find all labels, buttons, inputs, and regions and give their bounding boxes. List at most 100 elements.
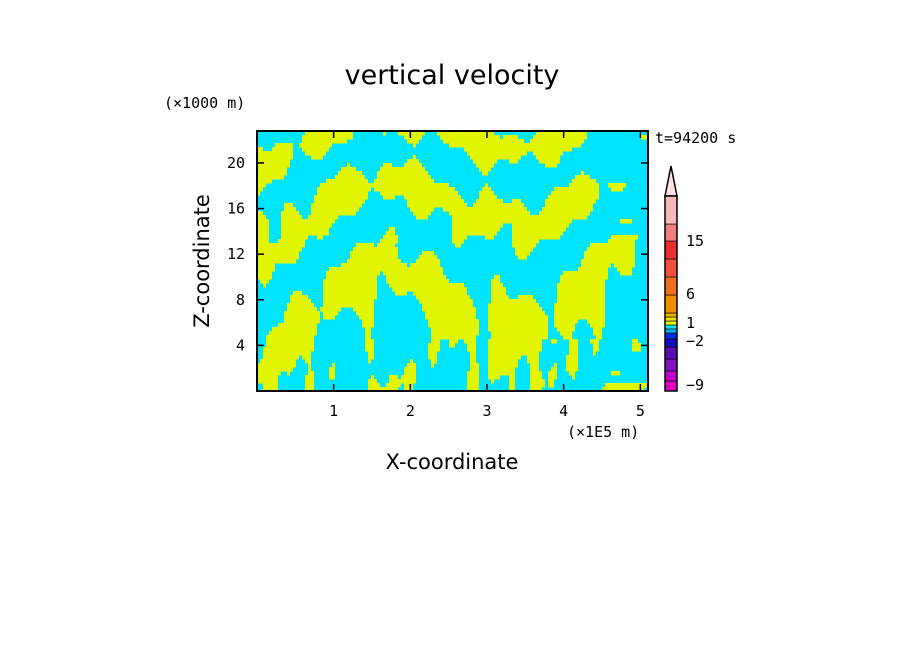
- positive-velocity-region: [323, 315, 335, 320]
- positive-velocity-region: [308, 363, 311, 368]
- positive-velocity-region: [359, 315, 374, 320]
- positive-velocity-region: [473, 203, 524, 208]
- positive-velocity-region: [383, 163, 392, 168]
- positive-velocity-region: [491, 335, 548, 340]
- positive-velocity-region: [311, 207, 359, 212]
- positive-velocity-region: [479, 167, 491, 172]
- positive-velocity-region: [347, 163, 350, 168]
- positive-velocity-region: [302, 147, 329, 152]
- positive-velocity-region: [431, 359, 437, 364]
- positive-velocity-region: [326, 271, 380, 276]
- colorbar-frame: [664, 195, 678, 392]
- positive-velocity-region: [314, 199, 365, 204]
- positive-velocity-region: [302, 139, 347, 144]
- positive-velocity-region: [608, 183, 626, 188]
- positive-velocity-region: [512, 223, 569, 228]
- positive-velocity-region: [302, 135, 353, 140]
- positive-velocity-region: [311, 155, 323, 160]
- positive-velocity-region: [266, 339, 314, 344]
- positive-velocity-region: [407, 139, 419, 144]
- positive-velocity-region: [407, 363, 416, 368]
- colorbar-level: [664, 358, 678, 372]
- positive-velocity-region: [278, 323, 317, 328]
- positive-velocity-region: [554, 303, 605, 308]
- positive-velocity-region: [491, 379, 494, 384]
- positive-velocity-region: [368, 379, 377, 384]
- positive-velocity-region: [407, 159, 419, 164]
- positive-velocity-region: [428, 319, 479, 324]
- positive-velocity-region: [530, 371, 542, 376]
- positive-velocity-region: [389, 375, 398, 380]
- colorbar-level: [664, 294, 678, 314]
- colorbar-level: [664, 320, 678, 326]
- positive-velocity-region: [386, 383, 401, 388]
- positive-velocity-region: [401, 375, 416, 380]
- positive-velocity-region: [323, 291, 377, 296]
- positive-velocity-region: [308, 215, 338, 220]
- positive-velocity-region: [317, 187, 371, 192]
- positive-velocity-region: [428, 323, 479, 328]
- positive-velocity-region: [437, 131, 494, 136]
- y-tick-label: 12: [227, 245, 245, 263]
- positive-velocity-region: [407, 199, 464, 204]
- positive-velocity-region: [455, 243, 461, 248]
- positive-velocity-region: [422, 303, 473, 308]
- positive-velocity-region: [338, 171, 362, 176]
- positive-velocity-region: [392, 287, 467, 292]
- positive-velocity-region: [299, 143, 332, 148]
- positive-velocity-region: [617, 267, 632, 272]
- positive-velocity-region: [410, 263, 440, 268]
- positive-velocity-region: [416, 295, 470, 300]
- positive-velocity-region: [320, 183, 449, 188]
- positive-velocity-region: [428, 343, 440, 348]
- positive-velocity-region: [386, 231, 395, 236]
- plot-frame: [256, 130, 649, 392]
- positive-velocity-region: [488, 347, 542, 352]
- positive-velocity-region: [431, 335, 476, 340]
- positive-velocity-region: [362, 319, 374, 324]
- positive-velocity-region: [278, 239, 305, 244]
- positive-velocity-region: [488, 315, 548, 320]
- positive-velocity-region: [641, 135, 647, 140]
- positive-velocity-region: [365, 347, 374, 352]
- positive-velocity-region: [257, 259, 296, 264]
- colorbar-extension-arrow: [664, 165, 678, 197]
- colorbar-levels: [664, 195, 678, 392]
- positive-velocity-region: [257, 175, 284, 180]
- positive-velocity-region: [593, 343, 599, 348]
- positive-velocity-region: [272, 147, 293, 152]
- x-axis-label: X-coordinate: [386, 450, 519, 474]
- positive-velocity-region: [323, 287, 377, 292]
- positive-velocity-region: [263, 355, 299, 360]
- positive-velocity-region: [380, 191, 458, 196]
- x-tick-label: 3: [482, 402, 491, 420]
- colorbar-labels: 15 6 1−2 −9: [686, 232, 704, 394]
- positive-velocity-region: [611, 371, 620, 376]
- positive-velocity-region: [425, 311, 476, 316]
- positive-velocity-region: [329, 371, 335, 376]
- positive-velocity-region: [566, 367, 578, 372]
- positive-velocity-region: [377, 175, 431, 180]
- positive-velocity-region: [257, 187, 263, 192]
- positive-velocity-region: [509, 387, 515, 391]
- positive-velocity-region: [530, 367, 539, 372]
- positive-velocity-region: [488, 371, 515, 376]
- positive-velocity-region: [317, 235, 323, 240]
- positive-velocity-region: [566, 363, 578, 368]
- positive-velocity-region: [482, 187, 491, 192]
- positive-velocity-region: [452, 215, 587, 220]
- positive-velocity-region: [467, 343, 476, 348]
- positive-velocity-region: [605, 383, 647, 388]
- positive-velocity-region: [257, 155, 293, 160]
- y-tick-label: 20: [227, 154, 245, 172]
- positive-velocity-region: [488, 375, 500, 380]
- positive-velocity-region: [581, 171, 584, 176]
- positive-velocity-region: [452, 239, 464, 244]
- positive-velocity-region: [530, 139, 584, 144]
- positive-velocity-region: [578, 267, 608, 272]
- positive-velocity-region: [410, 359, 413, 364]
- positive-velocity-region: [491, 299, 536, 304]
- positive-velocity-region: [530, 363, 539, 368]
- positive-velocity-region: [272, 327, 317, 332]
- y-tick-label: 16: [227, 200, 245, 218]
